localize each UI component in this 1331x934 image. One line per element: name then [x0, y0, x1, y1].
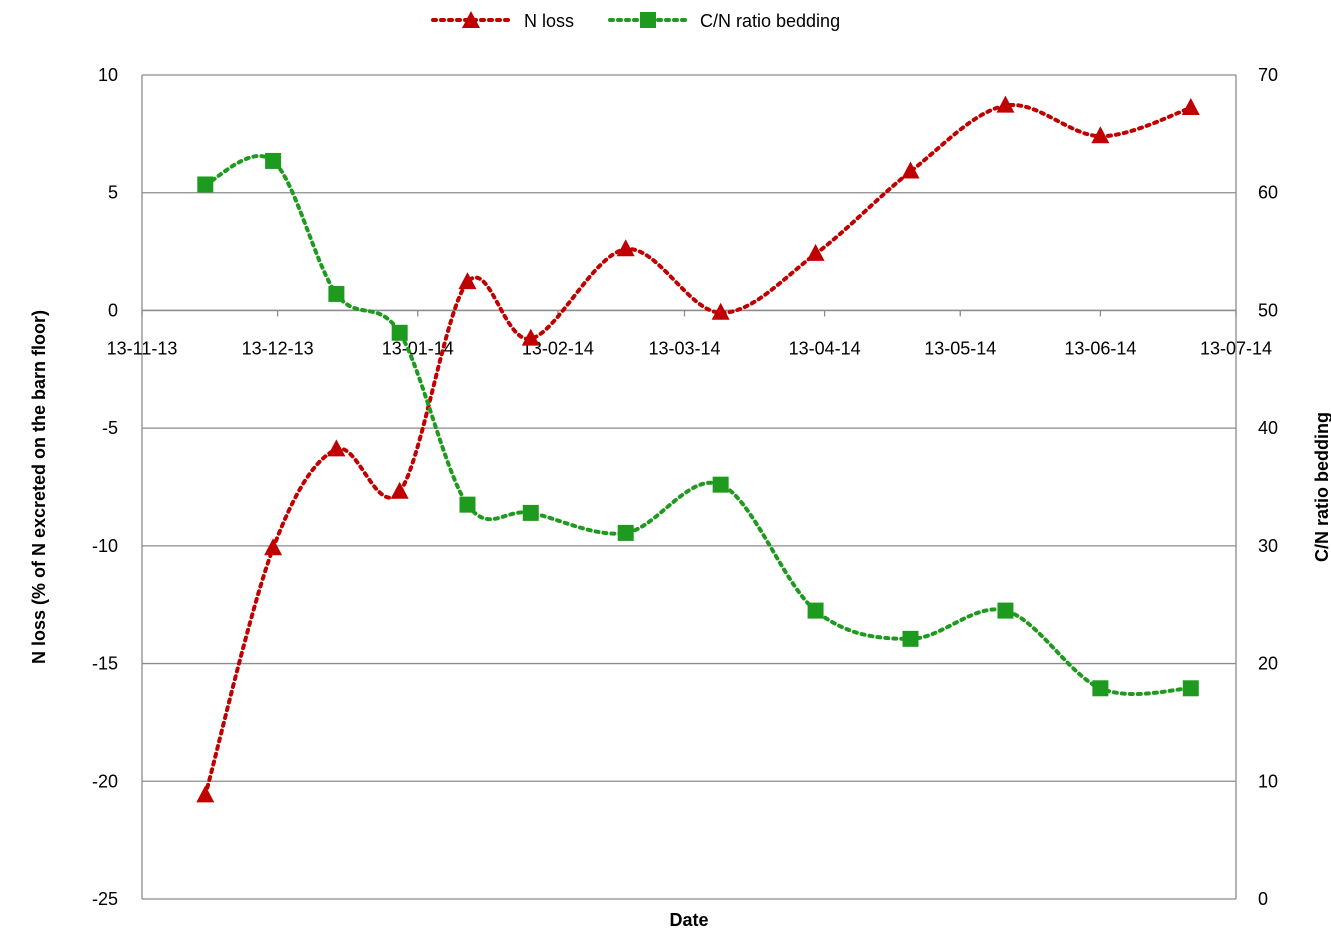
- cn-ratio-point-2: [328, 285, 345, 302]
- right-tick-label-7: 0: [1258, 889, 1268, 909]
- legend-cn-ratio-label: C/N ratio bedding: [700, 11, 840, 31]
- legend-item-cn-ratio: C/N ratio bedding: [608, 11, 840, 31]
- n-loss-point-11: [1091, 126, 1110, 144]
- n-loss-point-3: [390, 481, 409, 499]
- n-loss-point-0: [196, 785, 215, 803]
- x-tick-label-7: 13-06-14: [1064, 338, 1136, 358]
- cn-ratio-point-8: [807, 602, 824, 619]
- axes: [141, 75, 1237, 900]
- legend-n-loss-marker: [462, 11, 480, 28]
- legend: N loss C/N ratio bedding: [431, 11, 840, 31]
- right-tick-label-5: 20: [1258, 654, 1278, 674]
- left-axis-tick-labels: 10 5 0 -5 -10 -15 -20 -25: [92, 65, 118, 909]
- x-tick-label-4: 13-03-14: [648, 338, 720, 358]
- cn-ratio-point-4: [459, 496, 476, 513]
- n-loss-point-1: [264, 538, 283, 556]
- left-tick-label-4: -10: [92, 536, 118, 556]
- n-loss-point-2: [327, 439, 346, 457]
- left-tick-label-7: -25: [92, 889, 118, 909]
- right-tick-label-6: 10: [1258, 771, 1278, 791]
- left-tick-label-3: -5: [102, 418, 118, 438]
- cn-ratio-point-1: [265, 152, 282, 169]
- cn-ratio-point-12: [1182, 680, 1199, 697]
- cn-ratio-point-0: [197, 176, 214, 193]
- right-tick-label-0: 70: [1258, 65, 1278, 85]
- n-loss-point-9: [901, 161, 920, 179]
- cn-ratio-point-10: [997, 602, 1014, 619]
- cn-ratio-point-11: [1092, 680, 1109, 697]
- right-axis-tick-labels: 70 60 50 40 30 20 10 0: [1258, 65, 1278, 909]
- n-loss-point-5: [521, 328, 540, 346]
- left-axis-title: N loss (% of N excreted on the barn floo…: [29, 310, 49, 664]
- right-tick-label-2: 50: [1258, 300, 1278, 320]
- n-loss-point-10: [996, 95, 1015, 113]
- x-tick-label-3: 13-02-14: [522, 338, 594, 358]
- left-tick-label-1: 5: [108, 183, 118, 203]
- cn-ratio-point-5: [522, 504, 539, 521]
- x-tick-label-0: 13-11-13: [107, 338, 178, 358]
- right-tick-label-4: 30: [1258, 536, 1278, 556]
- right-tick-label-3: 40: [1258, 418, 1278, 438]
- legend-cn-ratio-marker: [640, 12, 656, 28]
- x-tick-label-8: 13-07-14: [1200, 338, 1272, 358]
- n-loss-point-4: [458, 272, 477, 290]
- x-axis-title: Date: [669, 910, 708, 930]
- right-tick-label-1: 60: [1258, 183, 1278, 203]
- cn-ratio-point-3: [391, 324, 408, 341]
- gridlines: [142, 74, 1236, 782]
- left-tick-label-6: -20: [92, 771, 118, 791]
- series-line-0: [203, 102, 1193, 798]
- legend-n-loss-label: N loss: [524, 11, 574, 31]
- left-tick-label-2: 0: [108, 300, 118, 320]
- x-tick-label-1: 13-12-13: [242, 338, 314, 358]
- cn-ratio-point-7: [712, 476, 729, 493]
- x-axis-tick-labels: 13-11-13 13-12-13 13-01-14 13-02-14 13-03-14…: [107, 310, 1272, 358]
- left-tick-label-0: 10: [98, 65, 118, 85]
- x-tick-label-5: 13-04-14: [789, 338, 861, 358]
- n-loss-point-6: [616, 239, 635, 257]
- n-loss-point-12: [1181, 97, 1200, 115]
- n-loss-point-7: [711, 302, 730, 320]
- legend-item-n-loss: N loss: [431, 11, 574, 31]
- series-lines: [203, 102, 1193, 798]
- right-axis-title: C/N ratio bedding: [1312, 412, 1331, 562]
- series-markers: [196, 95, 1200, 803]
- cn-ratio-point-6: [617, 524, 634, 541]
- x-tick-label-6: 13-05-14: [924, 338, 996, 358]
- n-loss-point-8: [806, 243, 825, 261]
- x-tick-label-2: 13-01-14: [382, 338, 454, 358]
- left-tick-label-5: -15: [92, 654, 118, 674]
- cn-ratio-point-9: [902, 630, 919, 647]
- series-line-1: [203, 154, 1193, 697]
